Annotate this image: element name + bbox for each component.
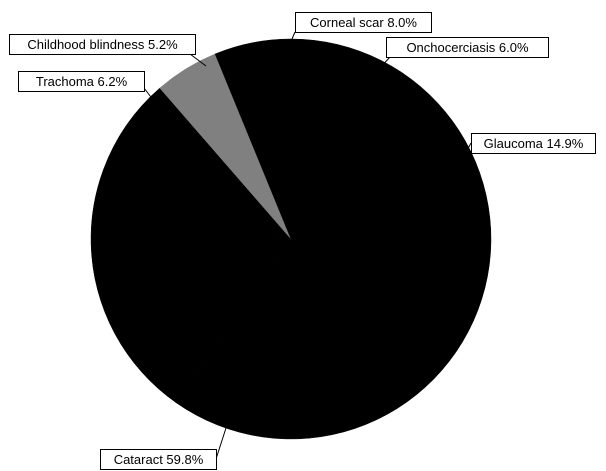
leader-line bbox=[189, 53, 207, 67]
slices-layer bbox=[90, 38, 492, 440]
slice-label-text: Corneal scar 8.0% bbox=[310, 15, 417, 30]
pie-slice-trachoma bbox=[214, 38, 292, 240]
leader-line bbox=[143, 87, 155, 102]
slice-label-text: Childhood blindness 5.2% bbox=[27, 37, 178, 52]
pie-slice-cataract bbox=[175, 38, 492, 440]
pie-slice-glaucoma bbox=[90, 238, 292, 404]
label-box bbox=[9, 34, 196, 55]
label-box bbox=[471, 133, 596, 154]
data-label-onchocerciasis: Onchocerciasis 6.0% bbox=[379, 37, 549, 69]
labels-layer: Cataract 59.8% Glaucoma 14.9% Onchocercias… bbox=[9, 12, 596, 470]
leader-line bbox=[291, 31, 296, 40]
label-box bbox=[18, 71, 145, 92]
leader-line bbox=[461, 142, 472, 161]
label-box bbox=[386, 37, 549, 58]
slice-label-text: Glaucoma 14.9% bbox=[484, 136, 584, 151]
data-label-corneal-scar: Corneal scar 8.0% bbox=[291, 12, 432, 40]
slice-label-text: Onchocerciasis 6.0% bbox=[406, 40, 529, 55]
slice-label-text: Cataract 59.8% bbox=[114, 452, 204, 467]
leader-line bbox=[379, 56, 391, 69]
label-box bbox=[100, 449, 217, 470]
label-box bbox=[295, 12, 432, 33]
leader-line bbox=[215, 427, 227, 460]
data-label-childhood-blindness: Childhood blindness 5.2% bbox=[9, 34, 207, 67]
data-label-glaucoma: Glaucoma 14.9% bbox=[461, 133, 596, 161]
data-label-trachoma: Trachoma 6.2% bbox=[18, 71, 155, 102]
data-label-cataract: Cataract 59.8% bbox=[100, 427, 227, 470]
pie-slice-corneal-scar bbox=[103, 87, 292, 240]
slice-label-text: Trachoma 6.2% bbox=[36, 74, 128, 89]
